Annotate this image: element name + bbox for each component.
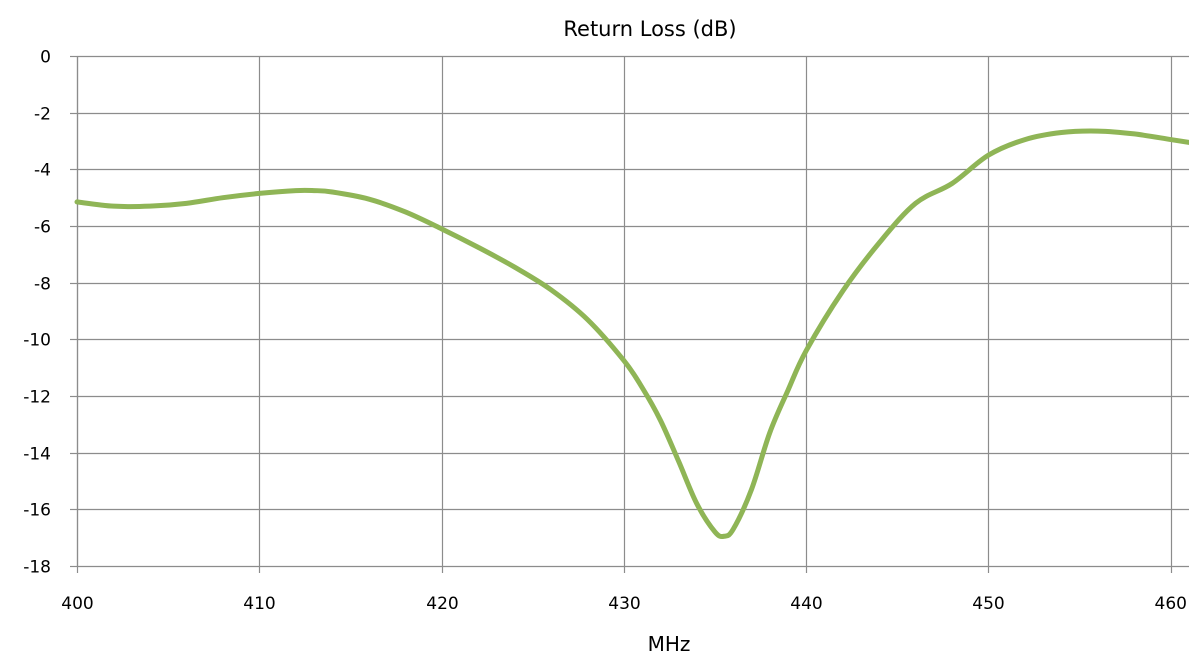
y-tick-label: -12 [23,388,51,408]
x-tick-label: 450 [972,594,1004,614]
y-tick-label: -2 [34,105,51,125]
x-tick-label: 460 [1155,594,1187,614]
x-tick-label: 430 [608,594,640,614]
chart-title: Return Loss (dB) [563,17,736,41]
y-tick-label: -6 [34,218,51,238]
x-tick-label: 410 [243,594,275,614]
label-layer: 0 -2 -4 -6 -8 -10 -12 -14 -16 -18 400 410 420 430 440 4… [23,48,1187,615]
y-tick-label: -18 [23,558,51,578]
y-tick-label: -16 [23,501,51,521]
y-tick-label: -4 [34,161,51,181]
x-tick-label: 400 [61,594,93,614]
grid-layer [76,55,1189,568]
x-axis-title: MHz [648,632,691,656]
x-tick-label: 420 [426,594,458,614]
axis-layer [70,55,1173,573]
series-line-0 [74,128,1189,540]
y-tick-label: -14 [23,445,51,465]
x-tick-label: 440 [790,594,822,614]
y-tick-label: -8 [34,275,51,295]
y-tick-label: -10 [23,331,51,351]
series-layer [74,128,1189,540]
y-tick-label: 0 [40,48,51,68]
